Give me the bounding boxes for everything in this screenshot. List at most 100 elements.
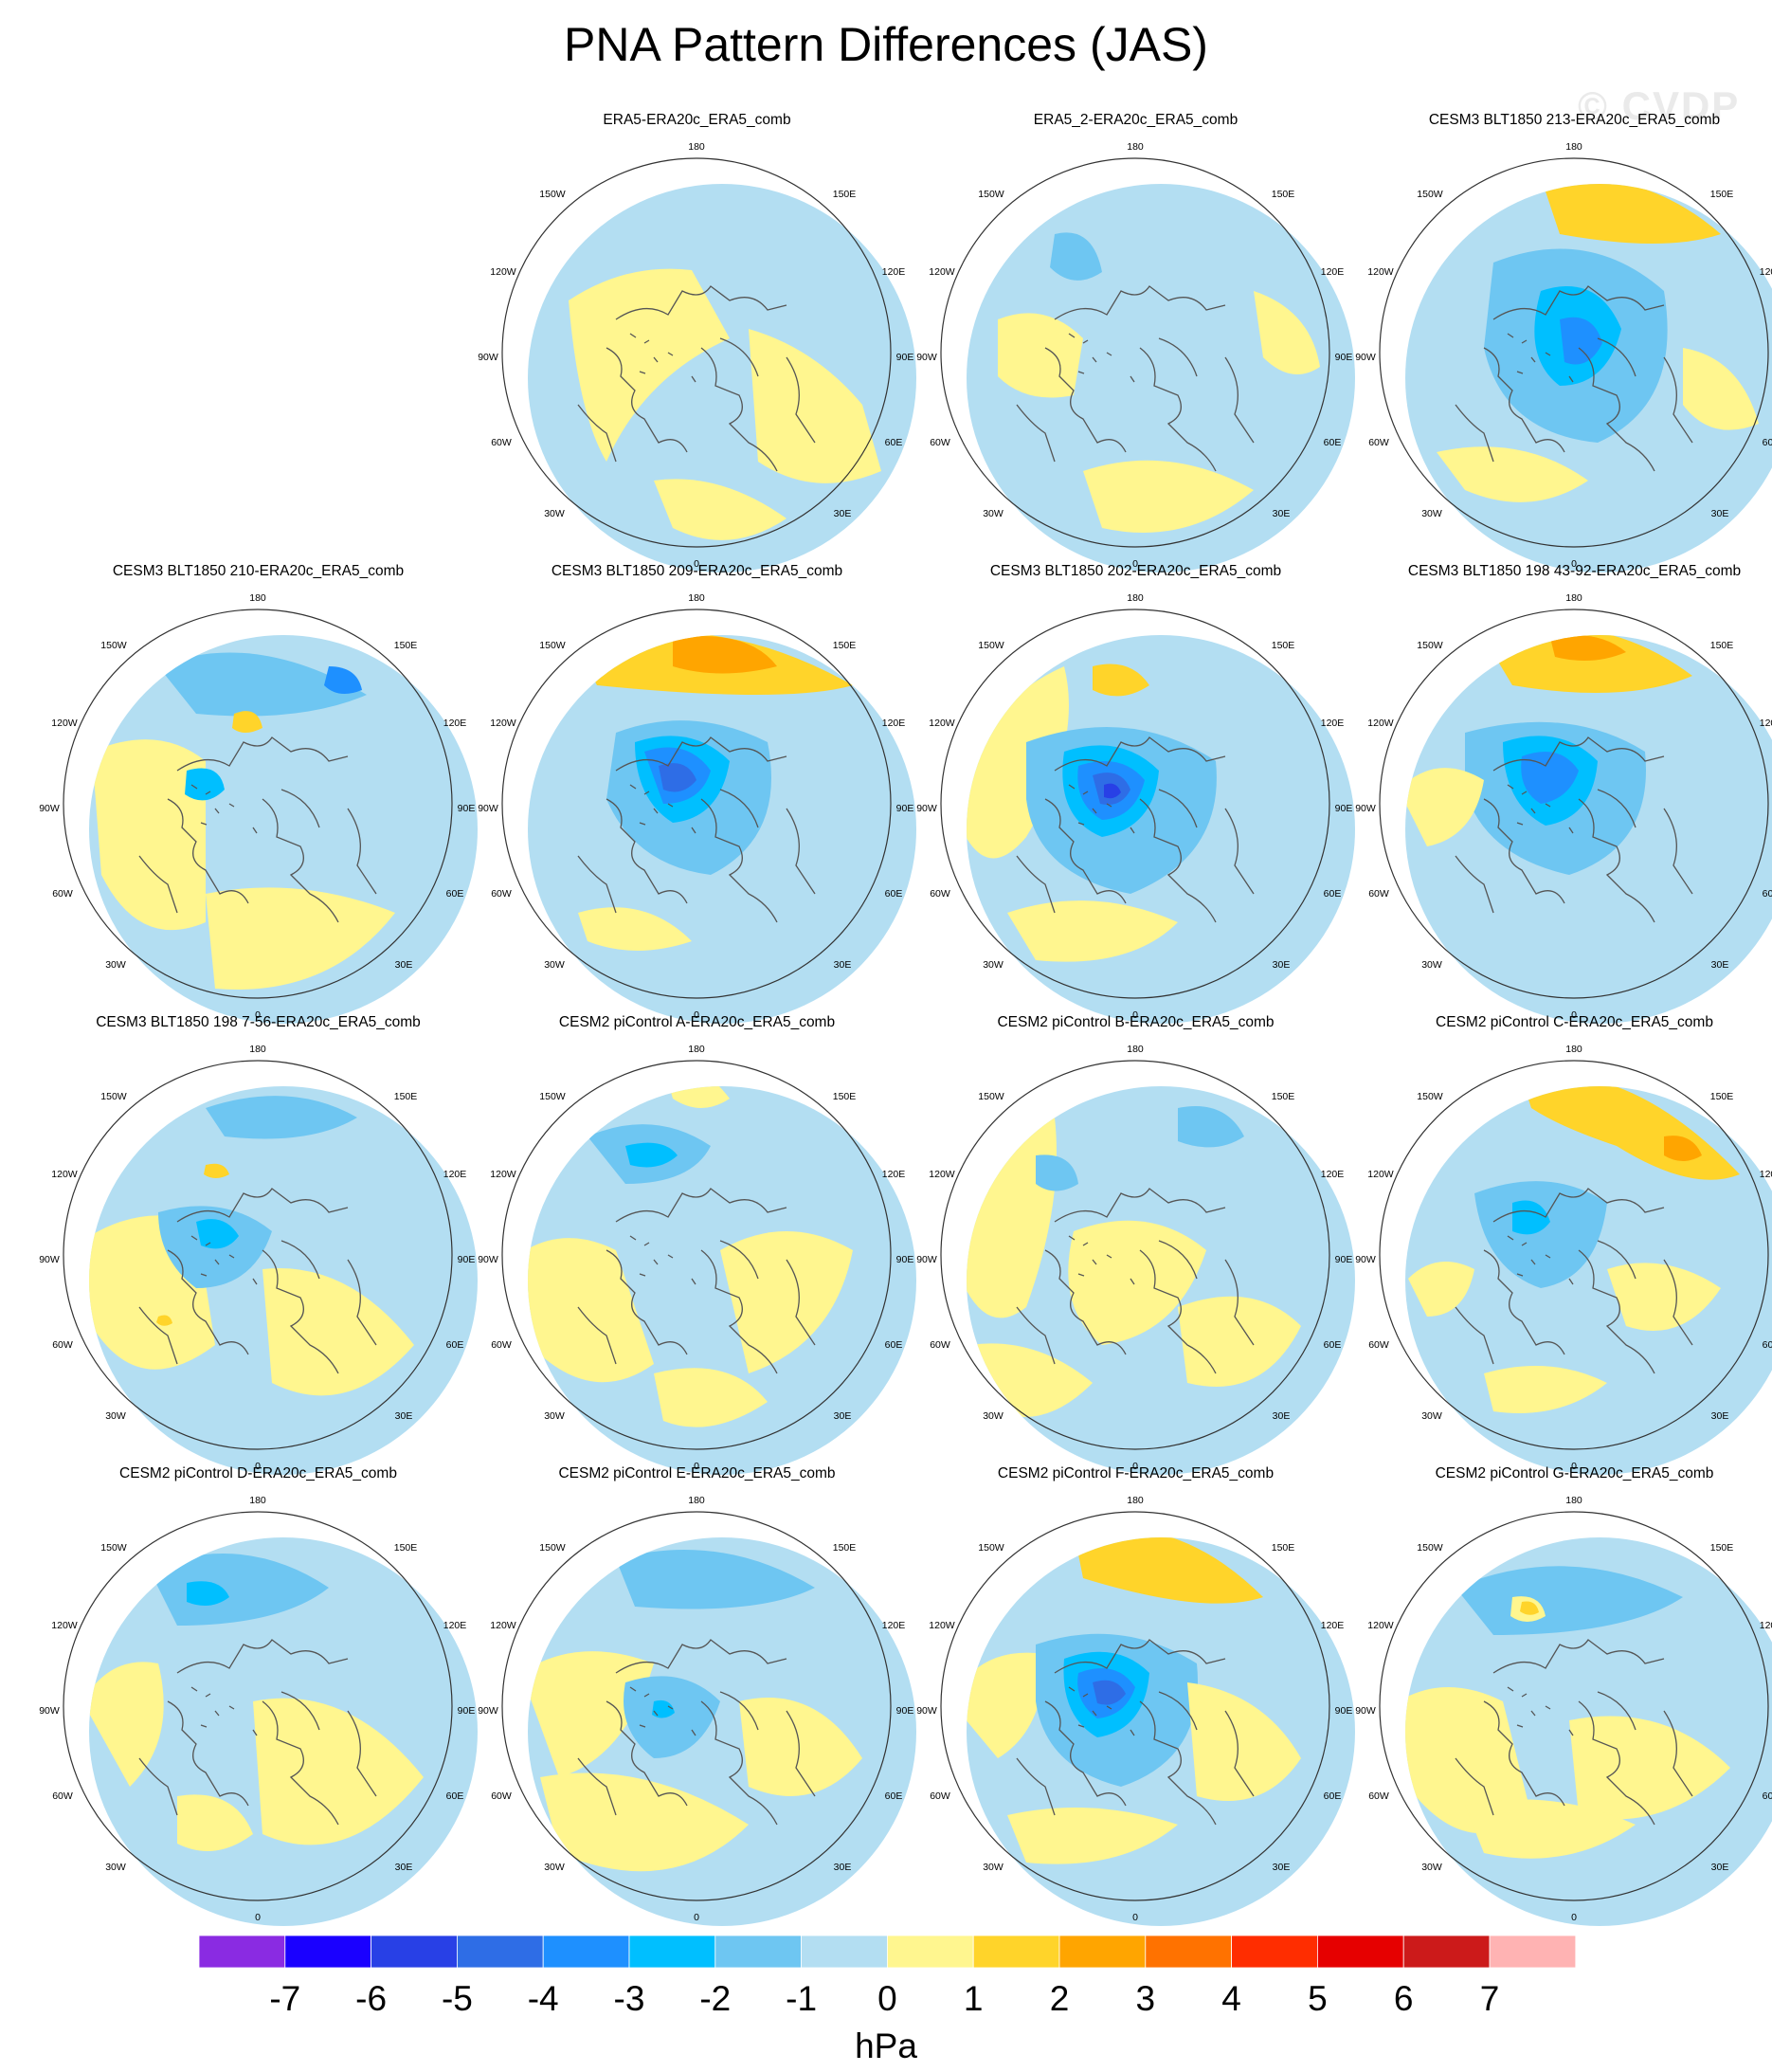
coastline <box>1016 1188 1255 1374</box>
longitude-label: 120E <box>1760 266 1772 278</box>
colorbar-swatch <box>1145 1935 1233 1969</box>
coastline <box>1016 1639 1255 1826</box>
longitude-label: 180 <box>1565 592 1582 604</box>
longitude-label: 30W <box>105 1862 126 1873</box>
panel-title: CESM2 piControl F-ERA20c_ERA5_comb <box>997 1465 1275 1481</box>
longitude-label: 60W <box>930 437 950 448</box>
longitude-label: 0 <box>1571 1009 1577 1021</box>
longitude-label: 30W <box>1421 959 1442 971</box>
colorbar-tick-label: -2 <box>699 1979 732 2018</box>
map-panel: CESM3 BLT1850 210-ERA20c_ERA5_comb 180 0 15… <box>38 563 479 1024</box>
longitude-label: 120W <box>490 1620 516 1631</box>
longitude-label: 90E <box>896 352 914 363</box>
longitude-label: 60W <box>491 1790 512 1802</box>
contour-region <box>177 1794 253 1851</box>
longitude-label: 120W <box>1367 266 1394 278</box>
contour-region <box>89 1662 164 1787</box>
contour-region <box>1683 348 1759 430</box>
longitude-label: 120W <box>929 718 955 729</box>
longitude-label: 30E <box>1273 959 1291 971</box>
map-boundary <box>63 1511 453 1901</box>
colorbar-swatch <box>1402 1935 1491 1969</box>
longitude-label: 60E <box>1324 888 1342 900</box>
longitude-label: 90W <box>1355 1705 1376 1717</box>
contour-region <box>569 268 730 462</box>
colorbar-swatch <box>972 1935 1060 1969</box>
contour-region <box>1558 1604 1590 1624</box>
contour-region <box>262 1268 414 1396</box>
contour-region <box>1405 1687 1531 1834</box>
colorbar-tick-label: 0 <box>877 1979 897 2018</box>
contour-region <box>1465 1799 1636 1859</box>
contour-region <box>187 1581 229 1606</box>
panel-title: CESM3 BLT1850 202-ERA20c_ERA5_comb <box>989 563 1282 579</box>
panel-title: ERA5_2-ERA20c_ERA5_comb <box>1033 112 1239 128</box>
coastline <box>1016 285 1255 472</box>
colorbar-tick-label: 4 <box>1221 1979 1241 2018</box>
longitude-label: 150W <box>978 1091 1004 1102</box>
longitude-label: 90W <box>39 803 60 814</box>
panel-title: CESM2 piControl B-ERA20c_ERA5_comb <box>997 1014 1275 1030</box>
map-boundary <box>501 609 892 999</box>
longitude-label: 30E <box>395 959 413 971</box>
longitude-label: 0 <box>694 1461 699 1472</box>
longitude-label: 30W <box>983 1410 1004 1422</box>
longitude-label: 180 <box>1565 1044 1582 1055</box>
contour-region <box>1068 1220 1206 1345</box>
map-boundary <box>1379 1060 1769 1450</box>
longitude-label: 180 <box>1565 1495 1582 1506</box>
longitude-label: 90E <box>1335 352 1353 363</box>
longitude-label: 0 <box>1132 1912 1138 1923</box>
map-boundary <box>1379 157 1769 548</box>
longitude-label: 30W <box>544 959 565 971</box>
longitude-label: 30W <box>1421 1862 1442 1873</box>
contour-region <box>232 711 262 733</box>
contour-region <box>1664 1136 1702 1161</box>
colorbar-tick-label: 1 <box>963 1979 984 2018</box>
map-panel: CESM2 piControl A-ERA20c_ERA5_comb 180 0 15… <box>477 1014 917 1475</box>
watermark-text: © CVDP <box>1578 83 1741 128</box>
contour-region <box>1456 1566 1683 1635</box>
contour-region <box>1036 1154 1078 1191</box>
longitude-label: 120E <box>443 1169 467 1180</box>
contour-region <box>1050 232 1102 281</box>
longitude-label: 30W <box>983 959 1004 971</box>
longitude-label: 90E <box>896 1254 914 1265</box>
contour-region <box>1187 1682 1301 1801</box>
contour-region <box>206 1096 357 1139</box>
colorbar-units: hPa <box>855 2027 917 2065</box>
longitude-label: 90W <box>1355 1254 1376 1265</box>
contour-region <box>528 1238 654 1383</box>
colorbar-tick-label: 6 <box>1393 1979 1414 2018</box>
coastline <box>1455 285 1693 472</box>
longitude-label: 90E <box>1335 1705 1353 1717</box>
contour-region <box>149 1554 329 1626</box>
contour-region <box>253 1698 424 1845</box>
longitude-label: 60E <box>446 1790 464 1802</box>
map-boundary <box>501 1060 892 1450</box>
longitude-label: 60E <box>446 888 464 900</box>
contour-region <box>1437 446 1588 502</box>
longitude-label: 90W <box>916 803 937 814</box>
longitude-label: 0 <box>1571 558 1577 570</box>
longitude-label: 120E <box>1321 266 1345 278</box>
contour-region <box>1484 1366 1607 1413</box>
longitude-label: 30W <box>1421 508 1442 519</box>
colorbar-tick-label: -3 <box>613 1979 645 2018</box>
colorbar-swatch <box>887 1935 974 1969</box>
longitude-label: 120W <box>490 1169 516 1180</box>
contour-region <box>1607 1263 1721 1331</box>
longitude-label: 60E <box>1324 1790 1342 1802</box>
longitude-label: 150E <box>1272 1091 1295 1102</box>
map-boundary <box>63 1060 453 1450</box>
contour-region <box>654 479 787 540</box>
map-boundary <box>63 609 453 999</box>
longitude-label: 180 <box>1127 1044 1144 1055</box>
